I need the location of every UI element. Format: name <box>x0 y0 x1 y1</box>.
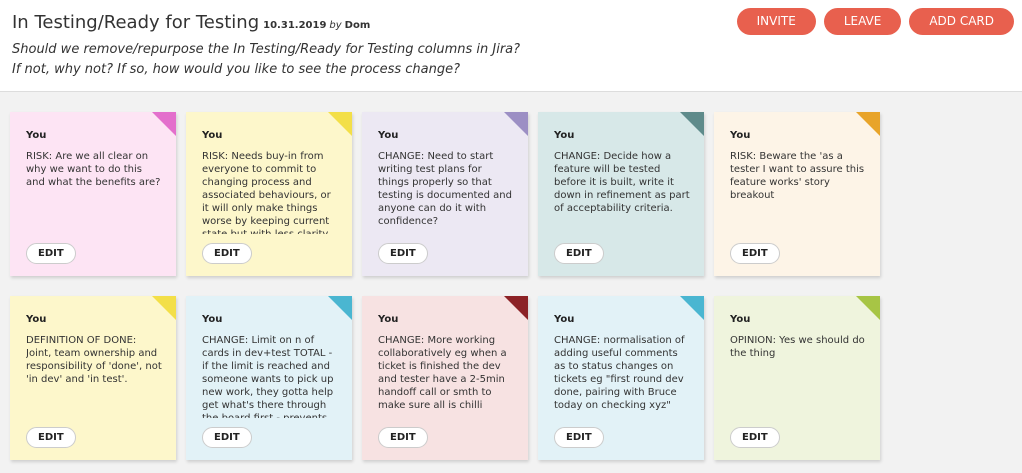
card-corner <box>152 112 176 136</box>
header: In Testing/Ready for Testing 10.31.2019 by… <box>0 0 1022 92</box>
card-author: You <box>202 314 223 325</box>
edit-button[interactable]: EDIT <box>554 243 604 264</box>
edit-button[interactable]: EDIT <box>730 243 780 264</box>
button-bar: INVITE LEAVE ADD CARD <box>736 8 1014 35</box>
card-author: You <box>26 130 47 141</box>
card-author: You <box>730 130 751 141</box>
card-corner <box>856 112 880 136</box>
edit-button[interactable]: EDIT <box>202 427 252 448</box>
edit-button[interactable]: EDIT <box>26 243 76 264</box>
card-author: You <box>554 314 575 325</box>
edit-button[interactable]: EDIT <box>26 427 76 448</box>
title-row: In Testing/Ready for Testing 10.31.2019 by… <box>12 12 370 33</box>
card-corner <box>504 296 528 320</box>
card: You DEFINITION OF DONE: Joint, team owner… <box>10 296 176 460</box>
card-author: You <box>554 130 575 141</box>
card-text: CHANGE: Decide how a feature will be tes… <box>554 151 690 214</box>
card-author: You <box>202 130 223 141</box>
card: You RISK: Beware the 'as a tester I want … <box>714 112 880 276</box>
card: You OPINION: Yes we should do the thing ED… <box>714 296 880 460</box>
author: Dom <box>344 20 371 31</box>
card: You RISK: Needs buy-in from everyone to c… <box>186 112 352 276</box>
card-text: CHANGE: Need to start writing test plans… <box>378 151 512 227</box>
edit-button[interactable]: EDIT <box>730 427 780 448</box>
card-text: DEFINITION OF DONE: Joint, team ownershi… <box>26 335 162 385</box>
card-text: RISK: Are we all clear on why we want to… <box>26 151 161 188</box>
date: 10.31.2019 <box>263 20 327 31</box>
edit-button[interactable]: EDIT <box>378 243 428 264</box>
card: You RISK: Are we all clear on why we want… <box>10 112 176 276</box>
card-text: CHANGE: More working collaboratively eg … <box>378 335 507 411</box>
edit-button[interactable]: EDIT <box>554 427 604 448</box>
header-button[interactable]: LEAVE <box>823 8 902 35</box>
card-author: You <box>730 314 751 325</box>
board: You RISK: Are we all clear on why we want… <box>0 92 1022 473</box>
card-corner <box>504 112 528 136</box>
card-corner <box>680 112 704 136</box>
card-text: OPINION: Yes we should do the thing <box>730 335 865 359</box>
question: Should we remove/repurpose the In Testin… <box>12 42 521 77</box>
card: You CHANGE: More working collaboratively … <box>362 296 528 460</box>
card-author: You <box>378 314 399 325</box>
card-text: CHANGE: normalisation of adding useful c… <box>554 335 685 411</box>
card: You CHANGE: Limit on n of cards in dev+te… <box>186 296 352 460</box>
card-corner <box>328 296 352 320</box>
header-button[interactable]: INVITE <box>736 8 816 35</box>
card-text: RISK: Needs buy-in from everyone to comm… <box>202 151 331 234</box>
header-button[interactable]: ADD CARD <box>909 8 1014 35</box>
card-corner <box>856 296 880 320</box>
card-text: CHANGE: Limit on n of cards in dev+test … <box>202 335 334 418</box>
edit-button[interactable]: EDIT <box>202 243 252 264</box>
card: You CHANGE: normalisation of adding usefu… <box>538 296 704 460</box>
card-author: You <box>26 314 47 325</box>
card-author: You <box>378 130 399 141</box>
card: You CHANGE: Need to start writing test pl… <box>362 112 528 276</box>
card: You CHANGE: Decide how a feature will be … <box>538 112 704 276</box>
card-corner <box>328 112 352 136</box>
card-corner <box>152 296 176 320</box>
card-text: RISK: Beware the 'as a tester I want to … <box>730 151 865 201</box>
edit-button[interactable]: EDIT <box>378 427 428 448</box>
title: In Testing/Ready for Testing <box>12 12 260 33</box>
card-corner <box>680 296 704 320</box>
by: by <box>329 20 342 31</box>
